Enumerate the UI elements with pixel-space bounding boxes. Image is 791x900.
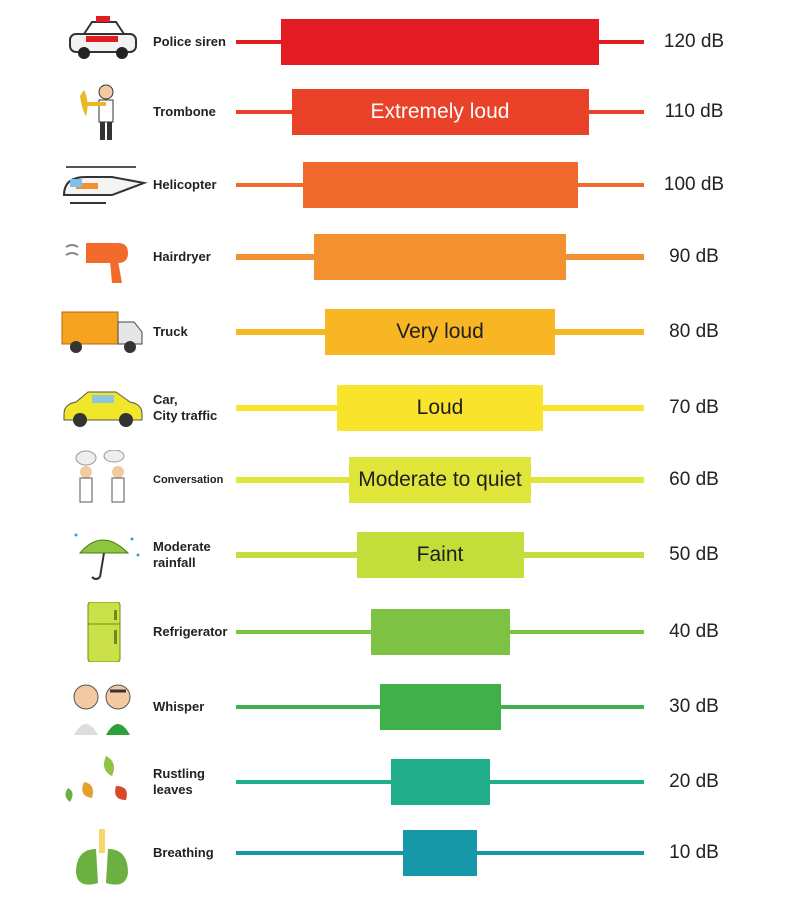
source-label: Helicopter <box>153 177 217 192</box>
decibel-value: 50 dB <box>669 544 719 565</box>
decibel-value: 10 dB <box>669 842 719 863</box>
decibel-value: 40 dB <box>669 621 719 642</box>
refrigerator-icon <box>56 601 148 663</box>
level-bar <box>314 234 566 280</box>
level-row: Faint Moderate rainfall 50 dB <box>0 525 791 585</box>
level-row: Police siren 120 dB <box>0 12 791 72</box>
source-label: Refrigerator <box>153 624 228 639</box>
level-row: Whisper 30 dB <box>0 677 791 737</box>
hairdryer-icon <box>56 227 148 287</box>
level-row: Refrigerator 40 dB <box>0 601 791 663</box>
conversation-icon <box>56 449 148 510</box>
whisper-icon <box>56 677 148 737</box>
level-bar <box>403 830 477 876</box>
source-label: Police siren <box>153 34 226 49</box>
decibel-value: 30 dB <box>669 696 719 717</box>
helicopter-icon <box>56 155 148 215</box>
decibel-value: 20 dB <box>669 771 719 792</box>
level-row: Very loud Truck 80 dB <box>0 302 791 362</box>
decibel-value: 60 dB <box>669 469 719 490</box>
level-bar <box>379 684 501 730</box>
umbrella-rain-icon <box>56 525 148 585</box>
truck-icon <box>56 302 148 362</box>
level-bar: Faint <box>356 532 524 578</box>
level-bar <box>390 759 490 805</box>
source-label: Hairdryer <box>153 249 211 264</box>
leaves-icon <box>56 752 148 812</box>
level-row: Moderate to quiet Conversation 60 dB <box>0 449 791 510</box>
source-label: Truck <box>153 324 188 339</box>
source-label: Breathing <box>153 845 214 860</box>
trombone-player-icon <box>56 82 148 142</box>
level-row: Extremely loud Trombone 110 dB <box>0 82 791 142</box>
level-row: Helicopter 100 dB <box>0 155 791 215</box>
car-icon <box>56 378 148 438</box>
level-row: Loud Car, City traffic 70 dB <box>0 378 791 438</box>
decibel-value: 110 dB <box>664 101 724 122</box>
lungs-icon <box>56 829 148 889</box>
decibel-value: 80 dB <box>669 321 719 342</box>
decibel-value: 120 dB <box>663 31 725 52</box>
source-label: Rustling leaves <box>153 766 205 797</box>
source-label: Whisper <box>153 699 205 714</box>
police-car-icon <box>56 12 148 72</box>
level-bar: Loud <box>337 385 543 431</box>
source-label: Trombone <box>153 104 216 119</box>
decibel-value: 100 dB <box>663 174 725 195</box>
source-label: Moderate rainfall <box>153 539 211 570</box>
decibel-value: 90 dB <box>669 246 719 267</box>
level-bar: Very loud <box>325 309 555 355</box>
decibel-value: 70 dB <box>669 397 719 418</box>
level-row: Hairdryer 90 dB <box>0 227 791 287</box>
source-label: Car, City traffic <box>153 392 218 423</box>
source-label: Conversation <box>153 474 224 486</box>
level-bar: Extremely loud <box>291 89 589 135</box>
level-row: Rustling leaves 20 dB <box>0 752 791 812</box>
level-bar <box>281 19 599 65</box>
level-bar <box>370 609 510 655</box>
level-bar <box>302 162 578 208</box>
level-bar: Moderate to quiet <box>349 457 531 503</box>
level-row: Breathing 10 dB <box>0 823 791 885</box>
